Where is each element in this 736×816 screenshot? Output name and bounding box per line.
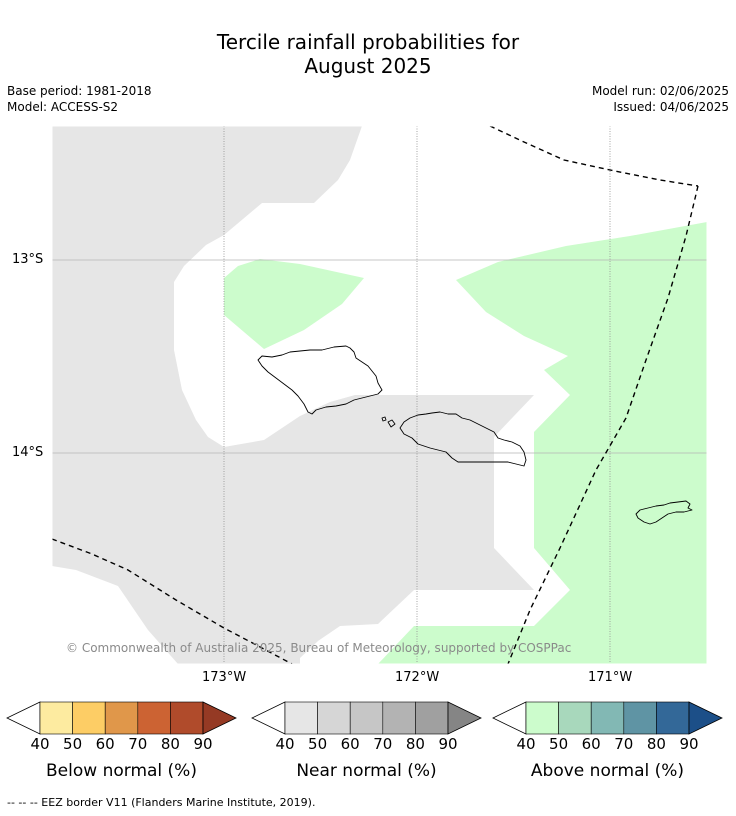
eez-footnote: -- -- -- EEZ border V11 (Flanders Marine… (7, 796, 316, 809)
below-colorbar-tick-80: 80 (160, 735, 180, 753)
below-colorbar-swatch-70 (137, 701, 171, 735)
below-colorbar-tick-60: 60 (95, 735, 115, 753)
above-colorbar-tick-40: 40 (516, 735, 536, 753)
above-normal-region-east (378, 222, 707, 664)
near-colorbar-tick-80: 80 (405, 735, 425, 753)
near-colorbar-swatch-60 (349, 701, 384, 735)
model-name: Model: ACCESS-S2 (7, 100, 119, 114)
above-colorbar-label: Above normal (%) (530, 761, 685, 781)
near-colorbar-extend-min (251, 701, 286, 735)
island-apolima (381, 416, 387, 422)
above-colorbar-tick-90: 90 (679, 735, 699, 753)
model-run: Model run: 02/06/2025 (591, 84, 729, 98)
eez-border-southwest (52, 538, 293, 664)
issued-date: Issued: 04/06/2025 (613, 100, 729, 114)
near-colorbar-tick-40: 40 (275, 735, 295, 753)
above-colorbar-swatch-50 (558, 701, 592, 735)
below-colorbar-tick-70: 70 (128, 735, 148, 753)
above-colorbar-swatch-60 (590, 701, 625, 735)
near-colorbar-swatch-50 (317, 701, 351, 735)
eez-border-east (507, 185, 699, 664)
above-colorbar-swatch-80 (656, 701, 690, 735)
below-colorbar-tick-90: 90 (193, 735, 213, 753)
near-colorbar-tick-70: 70 (373, 735, 393, 753)
above-colorbar-tick-70: 70 (614, 735, 634, 753)
below-colorbar-swatch-80 (170, 701, 204, 735)
below-colorbar-swatch-40 (39, 701, 73, 735)
above-colorbar-extend-min (492, 701, 527, 735)
copyright-notice: © Commonwealth of Australia 2025, Bureau… (66, 641, 572, 655)
eez-border-north (489, 126, 699, 187)
below-colorbar-tick-40: 40 (30, 735, 50, 753)
map-frame (51, 125, 708, 665)
above-colorbar-tick-50: 50 (549, 735, 569, 753)
below-colorbar-extend-min (6, 701, 41, 735)
island-tutuila (635, 500, 693, 525)
below-colorbar-label: Below normal (%) (46, 761, 197, 781)
near-colorbar-label: Near normal (%) (296, 761, 437, 781)
island-savaii (257, 345, 383, 415)
title-line-2: August 2025 (304, 54, 432, 78)
above-colorbar-swatch-40 (525, 701, 559, 735)
below-colorbar-tick-50: 50 (63, 735, 83, 753)
map-area (52, 126, 707, 664)
chart-title: Tercile rainfall probabilities for Augus… (0, 30, 736, 78)
above-colorbar-swatch-70 (623, 701, 657, 735)
lon-label-172w: 172°W (395, 670, 440, 685)
above-colorbar-tick-60: 60 (581, 735, 601, 753)
below-colorbar-extend-max (202, 701, 237, 735)
island-manono (387, 419, 396, 428)
above-normal-region-north (224, 259, 364, 349)
info-right: Model run: 02/06/2025 Issued: 04/06/2025 (592, 83, 729, 115)
lat-label-14s: 14°S (12, 445, 44, 460)
lon-label-173w: 173°W (202, 670, 247, 685)
near-colorbar-tick-50: 50 (308, 735, 328, 753)
below-colorbar-swatch-50 (72, 701, 106, 735)
gridlines (52, 126, 707, 664)
eez-borders (52, 126, 699, 664)
near-colorbar-extend-max (447, 701, 482, 735)
lat-label-13s: 13°S (12, 252, 44, 267)
title-line-1: Tercile rainfall probabilities for (216, 30, 520, 54)
above-colorbar-tick-80: 80 (646, 735, 666, 753)
near-normal-region-northwest (52, 126, 534, 664)
below-colorbar-swatch-60 (104, 701, 139, 735)
island-upolu (399, 411, 527, 467)
info-left: Base period: 1981-2018 Model: ACCESS-S2 (7, 83, 152, 115)
lon-label-171w: 171°W (588, 670, 633, 685)
near-colorbar-swatch-80 (415, 701, 449, 735)
base-period: Base period: 1981-2018 (7, 84, 152, 98)
near-colorbar-tick-60: 60 (340, 735, 360, 753)
colorbars (6, 701, 723, 735)
near-colorbar-swatch-40 (284, 701, 318, 735)
near-colorbar-swatch-70 (382, 701, 416, 735)
islands (257, 345, 693, 525)
above-colorbar-extend-max (688, 701, 723, 735)
near-colorbar-tick-90: 90 (438, 735, 458, 753)
